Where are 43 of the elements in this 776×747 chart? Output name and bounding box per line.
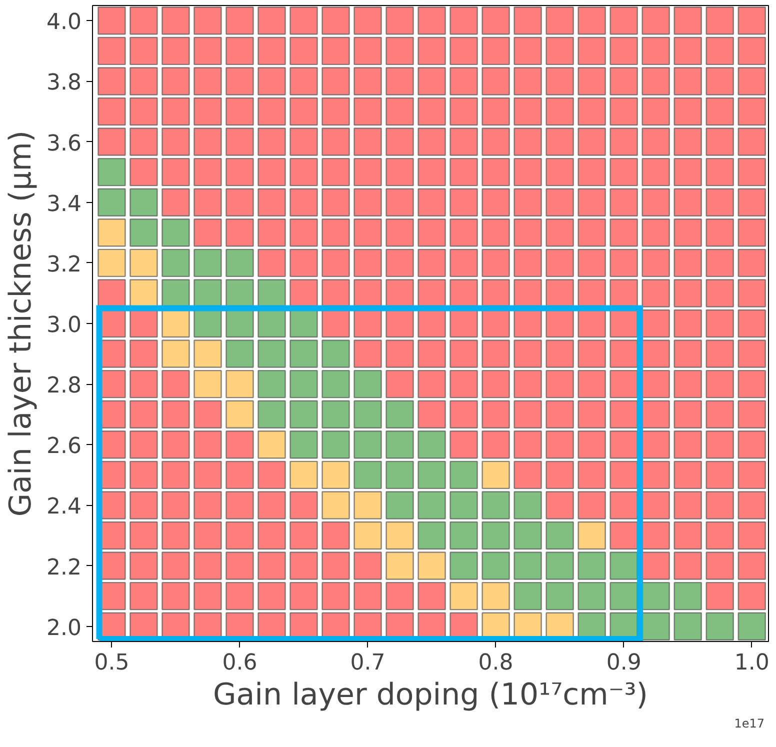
point bbox=[482, 460, 510, 490]
point bbox=[354, 521, 382, 550]
y-tick-label: 2.2 bbox=[46, 555, 82, 580]
point bbox=[226, 370, 254, 398]
point bbox=[162, 309, 190, 338]
x-tick-label: 0.9 bbox=[606, 650, 642, 676]
y-tick-label: 3.4 bbox=[46, 192, 82, 217]
x-tick-label: 0.7 bbox=[350, 650, 386, 676]
y-axis-title: Gain layer thickness (μm) bbox=[4, 130, 39, 517]
point bbox=[194, 340, 222, 368]
x-tick-label: 1.0 bbox=[734, 650, 770, 676]
point bbox=[386, 552, 414, 580]
y-tick-label: 3.8 bbox=[46, 70, 82, 96]
point bbox=[130, 279, 158, 308]
point bbox=[578, 521, 606, 550]
point bbox=[98, 248, 126, 278]
point bbox=[386, 521, 414, 550]
x-tick-label: 0.6 bbox=[222, 650, 258, 676]
y-tick-label: 2.6 bbox=[46, 434, 82, 460]
point bbox=[98, 218, 126, 247]
point bbox=[258, 430, 286, 459]
y-tick-label: 3.2 bbox=[46, 252, 82, 278]
point bbox=[354, 491, 382, 520]
point bbox=[482, 582, 510, 610]
point bbox=[130, 248, 158, 278]
point bbox=[322, 460, 350, 490]
point bbox=[290, 460, 318, 490]
point bbox=[226, 400, 254, 428]
y-tick-label: 4.0 bbox=[46, 10, 82, 36]
y-tick-label: 3.6 bbox=[46, 131, 82, 156]
point bbox=[322, 491, 350, 520]
x-tick-label: 0.8 bbox=[478, 650, 514, 676]
point bbox=[450, 582, 478, 610]
x-tick-label: 0.5 bbox=[94, 650, 130, 676]
text: 1e17 bbox=[734, 716, 765, 730]
point bbox=[162, 340, 190, 368]
y-tick-label: 2.4 bbox=[46, 494, 82, 520]
y-tick-label: 2.8 bbox=[46, 374, 82, 399]
y-tick-label: 3.0 bbox=[46, 313, 82, 338]
point bbox=[418, 552, 446, 580]
point bbox=[194, 370, 222, 398]
y-tick-label: 2.0 bbox=[46, 616, 82, 641]
x-axis-title: Gain layer doping (10¹⁷cm⁻³) bbox=[213, 678, 648, 712]
